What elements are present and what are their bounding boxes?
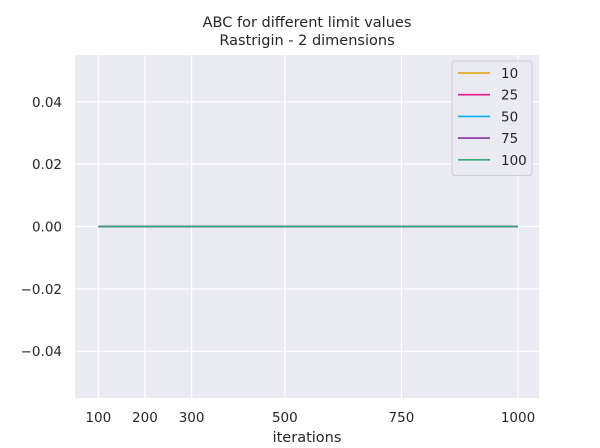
legend-label-75: 75	[501, 131, 518, 147]
legend-label-25: 25	[501, 88, 518, 104]
chart-subtitle: Rastrigin - 2 dimensions	[219, 33, 394, 49]
x-tick-label: 500	[272, 410, 298, 426]
x-tick-label: 750	[389, 410, 415, 426]
chart-title: ABC for different limit values	[203, 15, 412, 31]
legend: 10 25 50 75 100	[451, 60, 533, 176]
x-tick-label: 300	[179, 410, 205, 426]
y-tick-label: 0.04	[32, 95, 62, 111]
x-tick-labels: 100 200 300 500 750 1000	[85, 410, 535, 426]
y-tick-label: −0.04	[21, 344, 62, 360]
y-tick-label: 0.00	[32, 220, 62, 236]
x-tick-label: 100	[85, 410, 111, 426]
legend-box	[451, 60, 533, 176]
x-axis-label: iterations	[273, 430, 342, 446]
x-tick-label: 200	[132, 410, 158, 426]
y-tick-label: −0.02	[21, 282, 62, 298]
y-tick-labels: −0.04 −0.02 0.00 0.02 0.04	[21, 95, 62, 360]
y-tick-label: 0.02	[32, 157, 62, 173]
legend-label-10: 10	[501, 66, 518, 82]
legend-label-50: 50	[501, 109, 518, 125]
legend-label-100: 100	[501, 153, 527, 169]
x-tick-label: 1000	[501, 410, 535, 426]
